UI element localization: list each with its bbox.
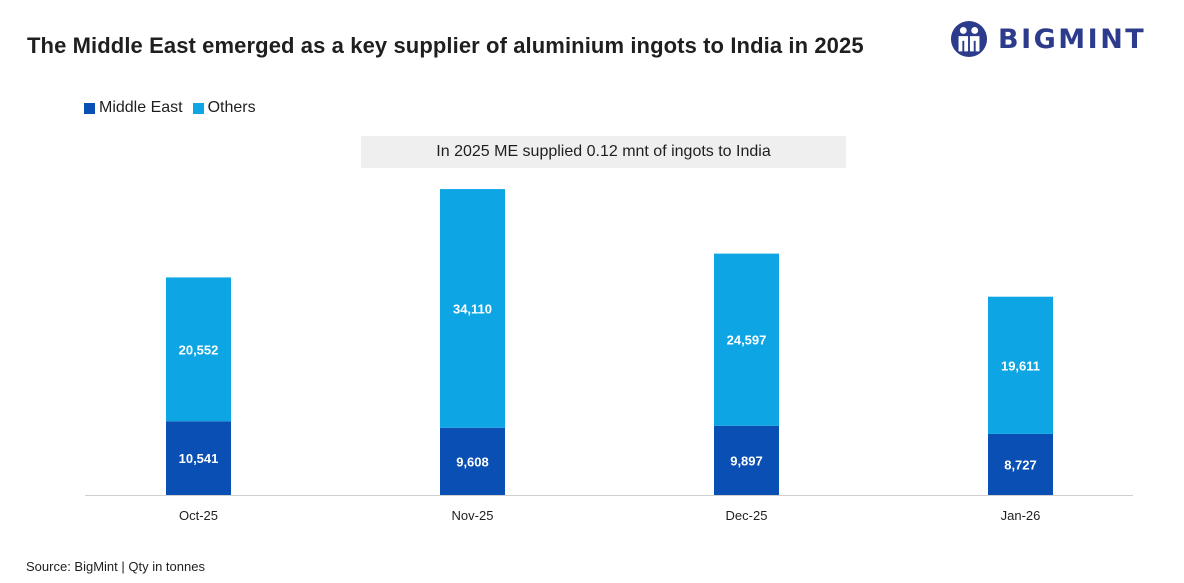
- x-tick-label-jan-26: Jan-26: [1001, 508, 1041, 523]
- data-label-others-dec-25: 24,597: [727, 333, 767, 348]
- data-label-middle-east-oct-25: 10,541: [179, 451, 219, 466]
- x-tick-label-nov-25: Nov-25: [452, 508, 494, 523]
- bar-others-jan-26: [988, 296, 1053, 434]
- chart-title: The Middle East emerged as a key supplie…: [27, 33, 864, 58]
- legend-swatch-others: [192, 102, 204, 114]
- data-label-others-jan-26: 19,611: [1001, 358, 1040, 373]
- data-label-others-oct-25: 20,552: [179, 342, 219, 357]
- legend-label-others: Others: [207, 99, 256, 116]
- data-label-others-nov-25: 34,110: [453, 301, 492, 316]
- bar-others-oct-25: [166, 277, 231, 422]
- bar-middle-east-jan-26: [988, 433, 1053, 495]
- legend-swatch-middle-east: [84, 102, 95, 114]
- bar-others-nov-25: [440, 189, 505, 428]
- legend-item-others: Others: [192, 99, 256, 117]
- logo-text: BIGMINT: [998, 23, 1147, 55]
- x-tick-label-oct-25: Oct-25: [179, 508, 218, 523]
- bar-middle-east-dec-25: [714, 425, 779, 495]
- bar-others-dec-25: [714, 253, 779, 426]
- callout-box: In 2025 ME supplied 0.12 mnt of ingots t…: [361, 136, 846, 168]
- data-label-middle-east-nov-25: 9,608: [456, 454, 489, 469]
- legend-label-middle-east: Middle East: [99, 99, 183, 116]
- legend-item-middle-east: Middle East: [84, 99, 183, 117]
- chart-legend: Middle East Others: [84, 99, 266, 117]
- bar-middle-east-nov-25: [440, 427, 505, 495]
- bigmint-people-logo-icon: [950, 20, 988, 58]
- bigmint-logo: BIGMINT: [950, 17, 1146, 61]
- x-tick-label-dec-25: Dec-25: [726, 508, 768, 523]
- data-label-middle-east-jan-26: 8,727: [1004, 457, 1037, 472]
- bar-middle-east-oct-25: [166, 421, 231, 495]
- source-note: Source: BigMint | Qty in tonnes: [26, 559, 205, 574]
- data-label-middle-east-dec-25: 9,897: [730, 453, 763, 468]
